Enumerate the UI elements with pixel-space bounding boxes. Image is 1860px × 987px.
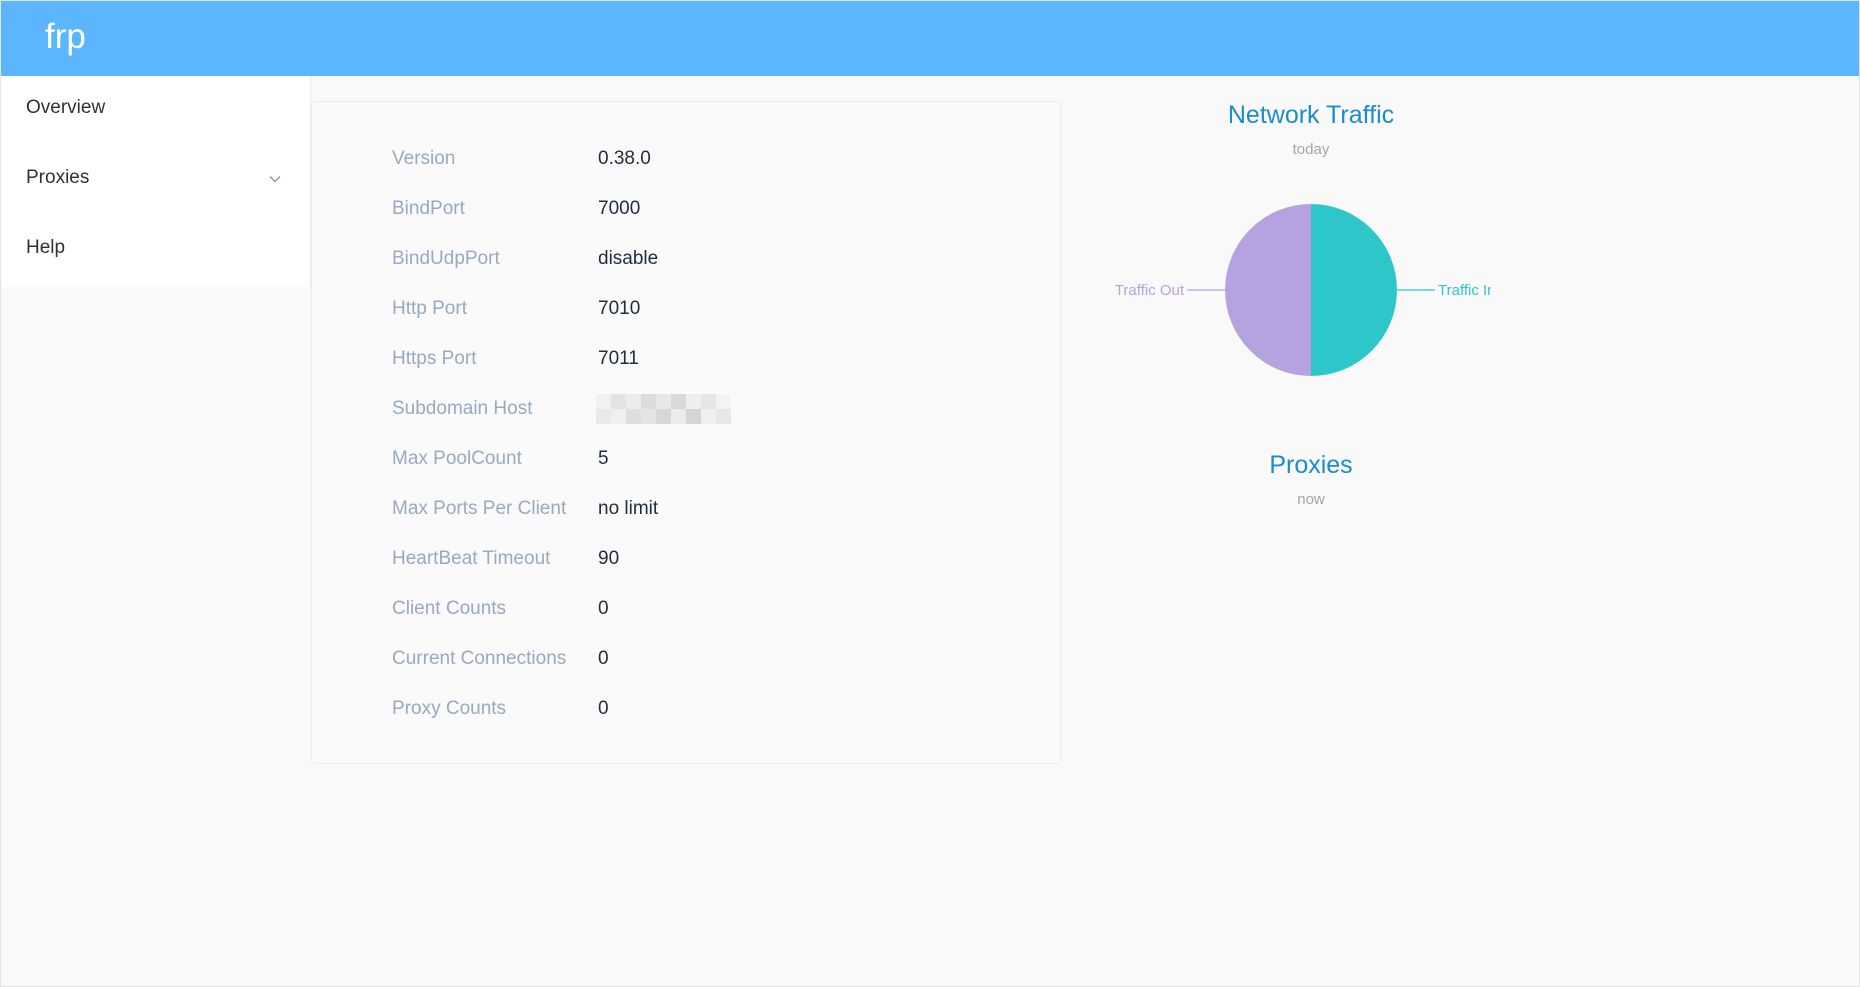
- info-label: Client Counts: [392, 598, 507, 619]
- info-label: BindPort: [392, 198, 465, 219]
- info-value: 7000: [598, 198, 641, 219]
- info-value: 0.38.0: [598, 148, 651, 169]
- info-value: 5: [598, 448, 609, 469]
- info-label: Proxy Counts: [392, 698, 507, 719]
- proxies-chart-title: Proxies: [1269, 451, 1353, 479]
- info-label: HeartBeat Timeout: [392, 548, 551, 569]
- brand-logo[interactable]: frp: [45, 17, 86, 56]
- info-label: Max PoolCount: [392, 448, 522, 469]
- pie-slice-traffic-out[interactable]: [1225, 204, 1311, 376]
- info-value: 0: [598, 648, 609, 669]
- info-label: Http Port: [392, 298, 467, 319]
- info-label: Max Ports Per Client: [392, 498, 567, 519]
- info-row-version: Version 0.38.0: [392, 144, 1012, 174]
- info-row-proxy-counts: Proxy Counts 0: [392, 694, 1012, 724]
- info-label: BindUdpPort: [392, 248, 500, 269]
- chevron-down-icon[interactable]: [268, 172, 282, 186]
- info-row-bindudpport: BindUdpPort disable: [392, 244, 1012, 274]
- pie-label-traffic-in: Traffic In: [1438, 282, 1491, 299]
- info-value: 0: [598, 598, 609, 619]
- info-label: Https Port: [392, 348, 477, 369]
- info-value: disable: [598, 248, 659, 269]
- proxies-chart-subtitle: now: [1297, 491, 1325, 508]
- info-row-max-ports-per-client: Max Ports Per Client no limit: [392, 494, 1012, 524]
- info-label: Subdomain Host: [392, 398, 533, 419]
- info-value: 7011: [598, 348, 639, 369]
- redacted-value: [596, 394, 732, 424]
- info-value: no limit: [598, 498, 659, 519]
- info-label: Version: [392, 148, 456, 169]
- sidebar-item-label: Proxies: [26, 167, 90, 188]
- network-traffic-pie-chart: Traffic In Traffic Out: [1115, 204, 1491, 376]
- info-row-heartbeat-timeout: HeartBeat Timeout 90: [392, 544, 1012, 574]
- sidebar-item-help[interactable]: Help: [1, 216, 310, 286]
- info-label: Current Connections: [392, 648, 567, 669]
- info-row-subdomain-host: Subdomain Host: [392, 394, 1012, 424]
- info-row-current-connections: Current Connections 0: [392, 644, 1012, 674]
- info-row-client-counts: Client Counts 0: [392, 594, 1012, 624]
- sidebar-menu: Overview Proxies Help: [1, 76, 311, 287]
- info-value: 7010: [598, 298, 641, 319]
- pie-label-traffic-out: Traffic Out: [1115, 282, 1185, 299]
- info-value: 0: [598, 698, 609, 719]
- server-info-panel: Version 0.38.0 BindPort 7000 BindUdpPort…: [311, 101, 1061, 764]
- info-row-https-port: Https Port 7011: [392, 344, 1012, 374]
- sidebar-item-proxies[interactable]: Proxies: [1, 146, 310, 216]
- traffic-chart-title: Network Traffic: [1227, 101, 1395, 129]
- sidebar-item-label: Overview: [26, 97, 106, 118]
- info-row-bindport: BindPort 7000: [392, 194, 1012, 224]
- info-row-http-port: Http Port 7010: [392, 294, 1012, 324]
- top-header: frp: [1, 1, 1859, 76]
- sidebar-item-label: Help: [26, 237, 66, 258]
- pie-slice-traffic-in[interactable]: [1311, 204, 1397, 376]
- info-value: 90: [598, 548, 620, 569]
- traffic-chart-subtitle: today: [1292, 141, 1330, 158]
- sidebar-item-overview[interactable]: Overview: [1, 76, 310, 146]
- info-row-max-poolcount: Max PoolCount 5: [392, 444, 1012, 474]
